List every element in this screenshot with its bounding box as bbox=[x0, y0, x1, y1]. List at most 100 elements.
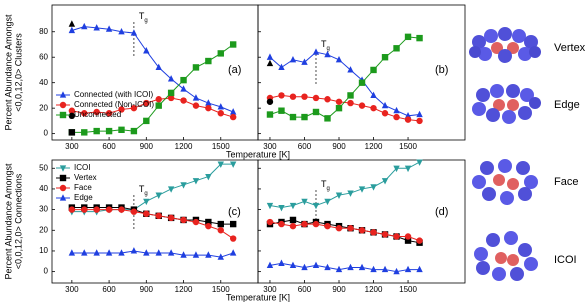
x-tick-label: 1200 bbox=[365, 285, 383, 294]
marker bbox=[143, 249, 150, 256]
x-tick-label: 600 bbox=[102, 285, 116, 294]
marker bbox=[335, 192, 343, 199]
marker bbox=[155, 212, 162, 220]
marker bbox=[105, 206, 113, 213]
legend-marker bbox=[59, 111, 67, 119]
marker bbox=[289, 261, 297, 269]
marker bbox=[301, 58, 308, 65]
marker bbox=[381, 178, 389, 185]
tg-text: T bbox=[139, 184, 145, 194]
marker bbox=[105, 249, 113, 256]
y-axis-label: Percent Abundance Amongst bbox=[3, 14, 13, 131]
marker bbox=[416, 237, 423, 244]
marker bbox=[155, 192, 162, 199]
marker bbox=[155, 102, 162, 109]
marker bbox=[324, 50, 331, 58]
marker bbox=[301, 220, 308, 228]
marker bbox=[393, 233, 400, 240]
legend-marker bbox=[59, 184, 67, 192]
x-tick-label: 300 bbox=[65, 285, 79, 294]
legend-marker bbox=[59, 194, 67, 201]
y-axis-label: Percent Abundance Amongst bbox=[3, 163, 13, 280]
marker bbox=[229, 113, 237, 121]
marker bbox=[358, 102, 366, 109]
marker bbox=[278, 220, 285, 228]
cluster-label: Edge bbox=[554, 99, 580, 111]
marker bbox=[130, 29, 138, 36]
marker bbox=[205, 57, 212, 65]
tg-label: Tg bbox=[139, 11, 148, 23]
tg-text: T bbox=[139, 11, 145, 21]
x-tick-label: 1500 bbox=[212, 142, 230, 151]
tg-subscript: g bbox=[326, 186, 329, 192]
marker bbox=[93, 206, 100, 213]
y-tick-label: 60 bbox=[39, 52, 48, 61]
marker bbox=[93, 127, 100, 135]
marker bbox=[393, 45, 400, 52]
cluster-images: Vertex Edge Face ICOI bbox=[469, 27, 586, 281]
marker bbox=[217, 50, 224, 57]
marker bbox=[192, 102, 200, 109]
marker bbox=[289, 55, 297, 63]
marker bbox=[93, 108, 100, 116]
marker bbox=[335, 225, 343, 232]
cluster-label: Vertex bbox=[554, 42, 586, 54]
tg-text: T bbox=[321, 39, 327, 49]
marker bbox=[68, 107, 76, 114]
panel-label: (c) bbox=[228, 206, 241, 218]
tg-subscript: g bbox=[144, 18, 147, 24]
marker bbox=[105, 110, 113, 117]
x-tick-label: 900 bbox=[332, 285, 346, 294]
cluster-label: ICOI bbox=[554, 254, 577, 266]
y-tick-label: 80 bbox=[39, 27, 48, 36]
marker bbox=[229, 235, 237, 242]
marker bbox=[155, 249, 162, 256]
marker bbox=[266, 202, 274, 210]
tg-label: Tg bbox=[321, 39, 330, 51]
marker bbox=[404, 33, 412, 41]
marker bbox=[312, 202, 320, 210]
tg-subscript: g bbox=[326, 46, 329, 52]
marker bbox=[278, 92, 285, 99]
marker bbox=[217, 253, 224, 260]
y-axis-label: <0,0,12,0> Connections bbox=[13, 173, 23, 269]
tg-label: Tg bbox=[321, 179, 330, 191]
marker bbox=[180, 182, 187, 189]
x-tick-label: 1500 bbox=[399, 142, 417, 151]
x-tick-label: 900 bbox=[140, 285, 154, 294]
marker bbox=[93, 24, 100, 31]
marker bbox=[205, 218, 212, 226]
marker bbox=[381, 54, 389, 61]
marker bbox=[205, 173, 212, 181]
marker bbox=[229, 41, 237, 48]
series-line bbox=[71, 26, 234, 113]
marker bbox=[217, 103, 224, 110]
marker bbox=[404, 165, 412, 173]
x-tick-label: 1500 bbox=[399, 285, 417, 294]
y-tick-label: 20 bbox=[39, 225, 48, 234]
marker bbox=[312, 48, 320, 55]
legend-marker bbox=[59, 91, 67, 98]
marker bbox=[180, 85, 187, 92]
marker bbox=[130, 208, 138, 215]
x-tick-label: 300 bbox=[65, 142, 79, 151]
marker bbox=[289, 113, 297, 121]
marker bbox=[143, 117, 150, 125]
plot-frame bbox=[257, 4, 466, 141]
marker bbox=[347, 263, 354, 271]
marker bbox=[229, 108, 237, 115]
x-tick-label: 1200 bbox=[175, 285, 193, 294]
x-tick-label: 900 bbox=[140, 142, 154, 151]
marker bbox=[324, 198, 331, 206]
marker bbox=[192, 178, 200, 185]
marker bbox=[229, 220, 237, 228]
marker bbox=[393, 113, 400, 121]
marker bbox=[143, 210, 150, 217]
marker bbox=[347, 92, 354, 99]
y-axis-label: <0,0,12,0> Clusters bbox=[13, 33, 23, 112]
marker bbox=[205, 222, 212, 230]
marker bbox=[324, 96, 331, 103]
marker bbox=[143, 198, 150, 206]
marker bbox=[167, 249, 175, 256]
marker bbox=[404, 112, 412, 119]
